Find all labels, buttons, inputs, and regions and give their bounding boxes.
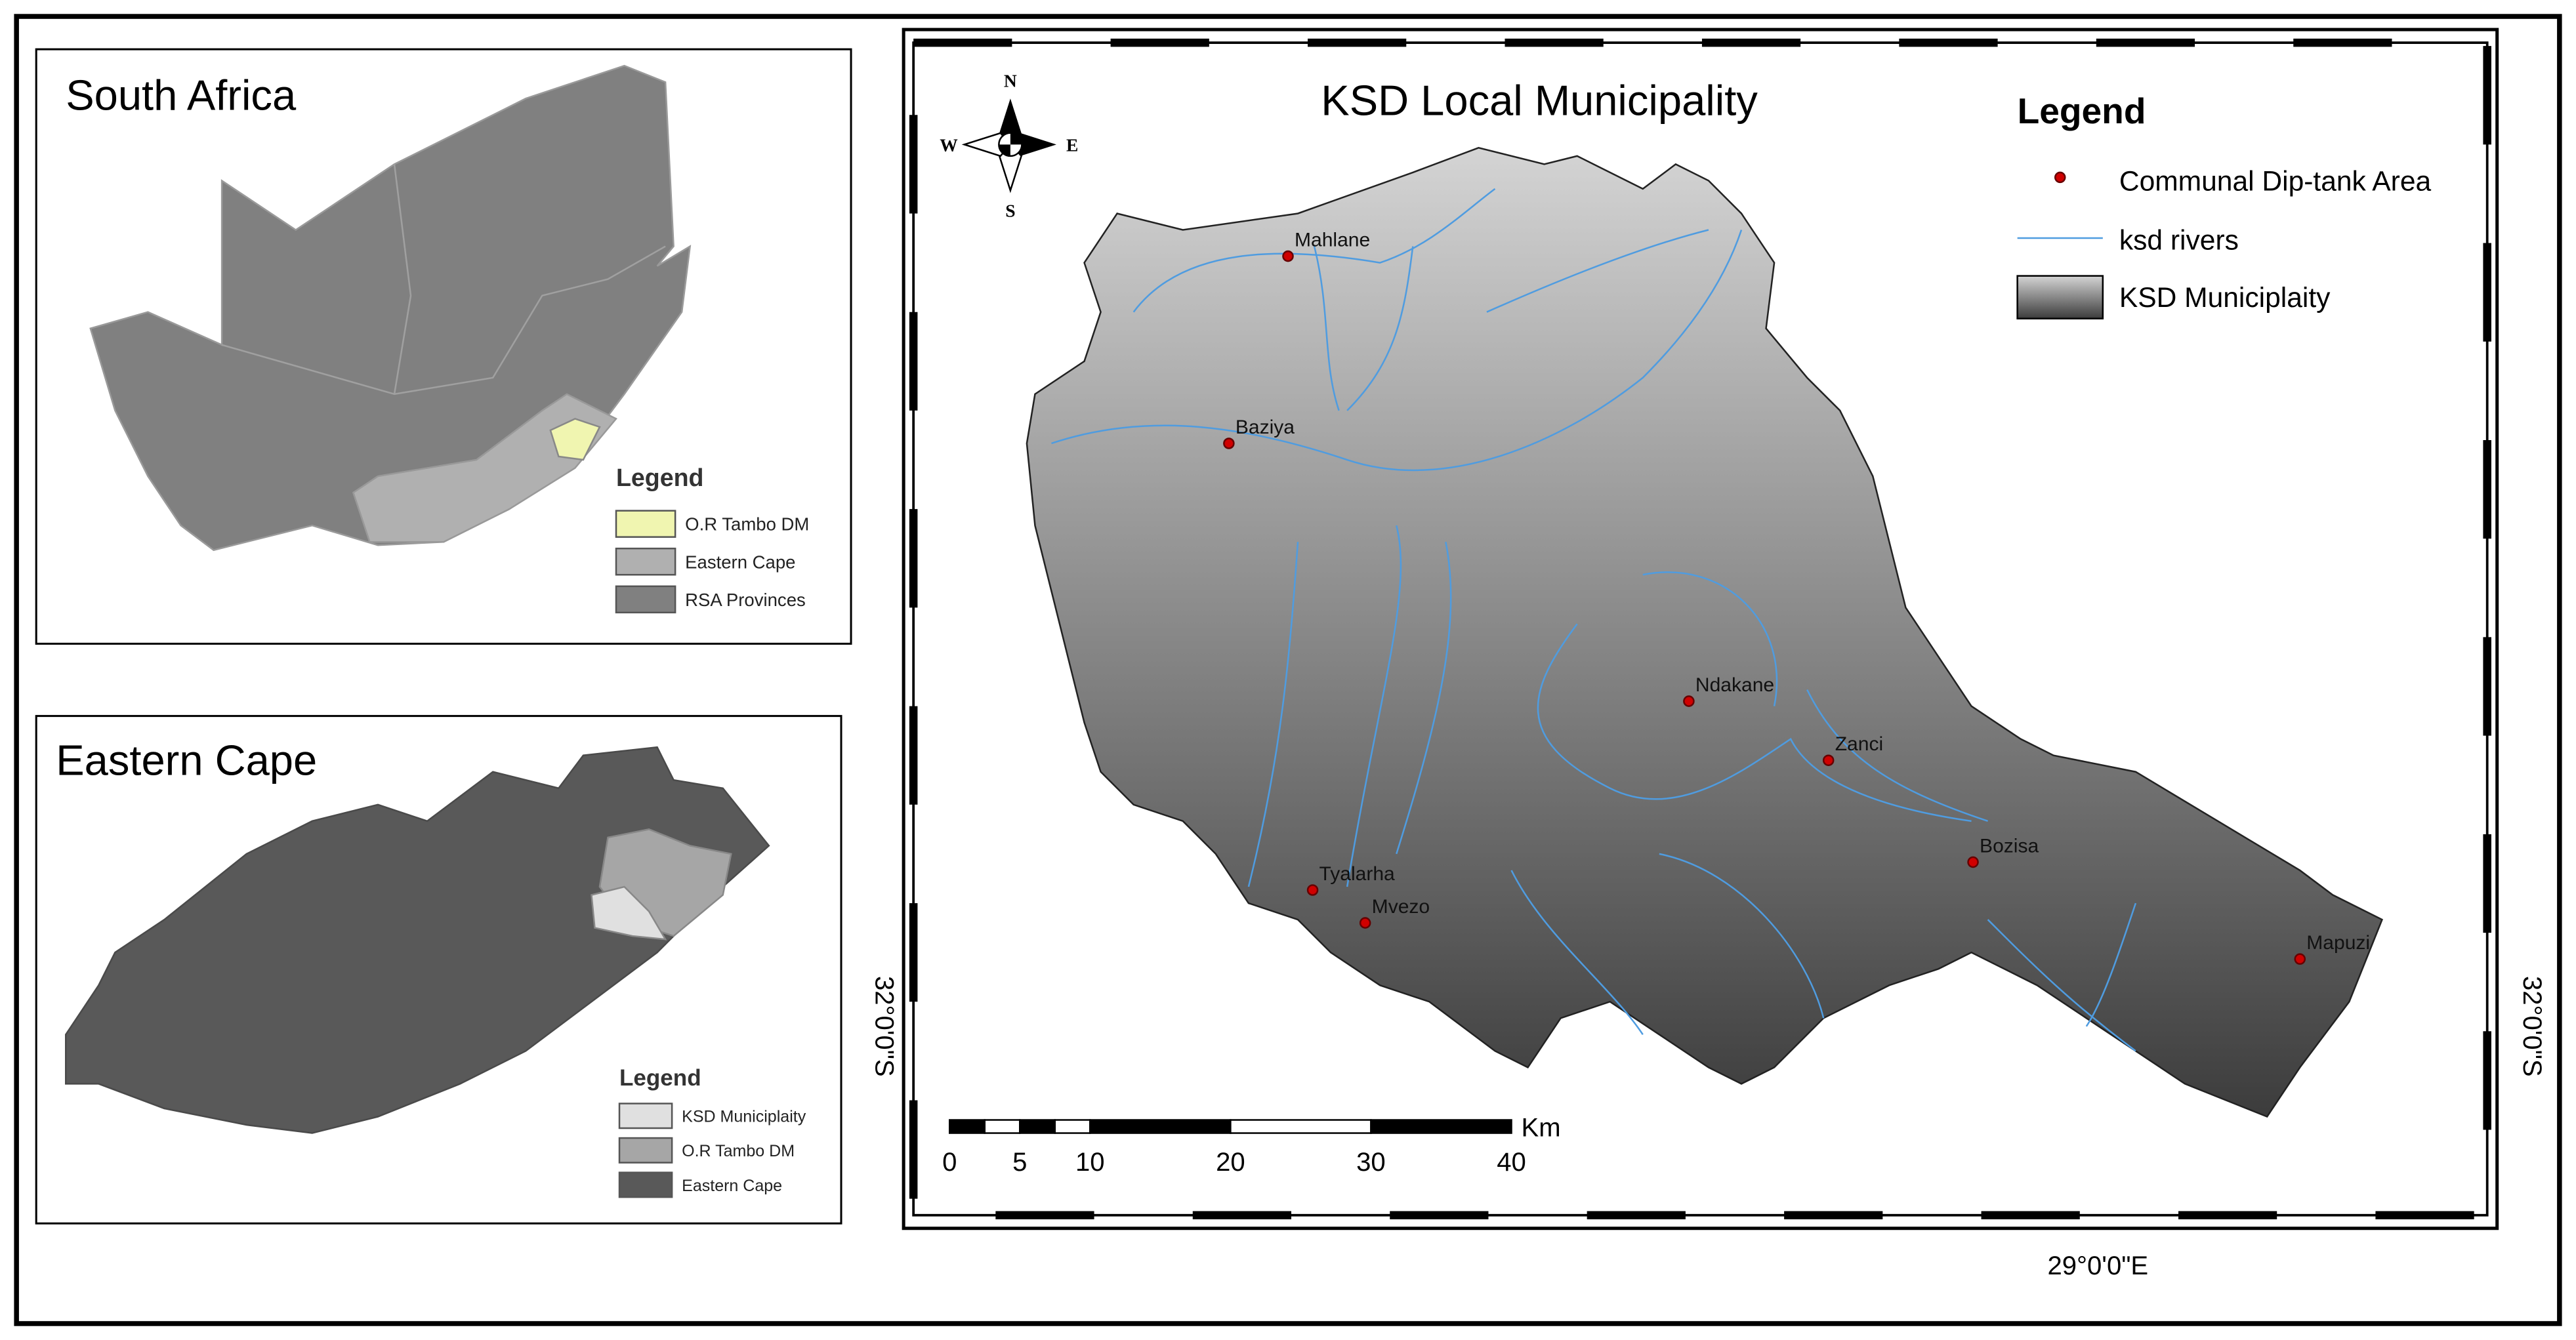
place-label: Ndakane xyxy=(1695,674,1774,696)
dip-tank-point xyxy=(1359,917,1371,929)
inset-title: Eastern Cape xyxy=(56,737,317,784)
province-boundary xyxy=(393,164,412,395)
latitude-label: 32°0'0"S xyxy=(870,976,899,1077)
scale-segment xyxy=(1089,1119,1232,1134)
legend-symbol xyxy=(2016,275,2104,319)
scale-segment xyxy=(948,1119,986,1134)
legend-symbol xyxy=(2054,171,2066,184)
place-label: Mapuzi xyxy=(2306,932,2370,954)
legend-swatch xyxy=(615,585,676,614)
legend-swatch xyxy=(618,1171,673,1198)
dip-tank-point xyxy=(1822,754,1835,766)
latitude-label: 32°0'0"S xyxy=(2518,976,2546,1077)
scale-segment xyxy=(1019,1119,1056,1134)
longitude-label: 29°0'0"E xyxy=(2047,1251,2148,1280)
scale-segment xyxy=(984,1119,1021,1134)
inset-title: South Africa xyxy=(66,71,297,119)
scale-unit: Km xyxy=(1522,1114,1561,1143)
compass-label: W xyxy=(940,134,958,155)
legend-title: Legend xyxy=(619,1065,701,1091)
compass-label: N xyxy=(1004,71,1017,91)
dip-tank-point xyxy=(1282,250,1294,262)
scale-segment xyxy=(1054,1119,1091,1134)
legend-swatch xyxy=(615,547,676,576)
scale-tick-label: 5 xyxy=(1012,1148,1027,1177)
place-label: Mahlane xyxy=(1295,230,1370,251)
map-title: KSD Local Municipality xyxy=(1321,76,1758,124)
neatline xyxy=(912,41,2489,1217)
legend-label: ksd rivers xyxy=(2119,225,2239,256)
legend-title: Legend xyxy=(2018,91,2146,131)
legend-label: Eastern Cape xyxy=(685,552,795,572)
place-label: Tyalarha xyxy=(1319,863,1395,885)
place-label: Bozisa xyxy=(1980,835,2039,857)
place-label: Zanci xyxy=(1835,733,1883,755)
place-label: Baziya xyxy=(1236,416,1295,438)
place-label: Mvezo xyxy=(1372,896,1430,918)
scale-tick-label: 10 xyxy=(1075,1148,1105,1177)
legend-swatch xyxy=(618,1103,673,1129)
legend-swatch xyxy=(615,510,676,538)
legend-label: O.R Tambo DM xyxy=(682,1142,795,1160)
compass xyxy=(961,98,1056,193)
scale-tick-label: 40 xyxy=(1497,1148,1526,1177)
scale-segment xyxy=(1230,1119,1372,1134)
dip-tank-point xyxy=(1967,856,1979,868)
scale-tick-label: 20 xyxy=(1216,1148,1245,1177)
scale-segment xyxy=(1370,1119,1512,1134)
ksd-area xyxy=(591,885,667,941)
legend-label: KSD Municiplaity xyxy=(682,1108,806,1126)
legend-label: O.R Tambo DM xyxy=(685,514,809,535)
compass-label: E xyxy=(1066,134,1078,155)
rivers xyxy=(1051,188,2137,1052)
compass-label: S xyxy=(1005,200,1015,220)
legend-label: RSA Provinces xyxy=(685,590,806,610)
or-tambo-area xyxy=(549,418,601,461)
legend-label: Communal Dip-tank Area xyxy=(2119,165,2432,197)
outer-border xyxy=(14,14,2562,1326)
legend-label: Eastern Cape xyxy=(682,1177,782,1195)
legend-swatch xyxy=(618,1137,673,1164)
dip-tank-point xyxy=(1683,695,1695,707)
legend-title: Legend xyxy=(616,464,704,491)
legend-label: KSD Municiplaity xyxy=(2119,282,2331,314)
scale-tick-label: 30 xyxy=(1356,1148,1386,1177)
dip-tank-point xyxy=(2294,953,2306,965)
scale-tick-label: 0 xyxy=(942,1148,957,1177)
dip-tank-point xyxy=(1223,437,1235,449)
province-boundary xyxy=(221,245,666,396)
dip-tank-point xyxy=(1306,884,1319,896)
eastern-cape-area xyxy=(65,746,770,1134)
